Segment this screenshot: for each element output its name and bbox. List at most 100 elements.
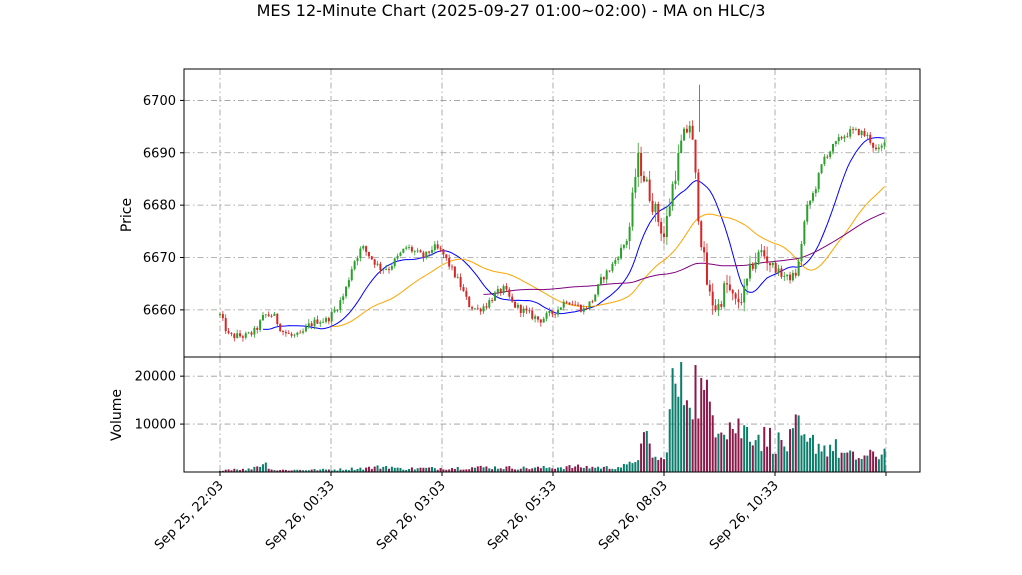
candle-body — [757, 252, 760, 263]
volume-bar — [631, 463, 634, 472]
candle-body — [336, 310, 339, 311]
candle-body — [565, 301, 568, 303]
volume-bar — [757, 434, 760, 472]
price-axis-title: Price — [119, 198, 135, 232]
volume-bar — [691, 419, 694, 472]
candle-body — [345, 286, 348, 297]
candle-body — [660, 221, 663, 234]
volume-bar — [367, 466, 370, 472]
candle-body — [333, 310, 336, 312]
price-y-tick-label: 6700 — [143, 94, 176, 109]
candle-body — [485, 306, 488, 308]
volume-bar — [247, 468, 250, 472]
volume-bar — [536, 466, 539, 472]
volume-bar — [803, 434, 806, 472]
price-y-tick-label: 6690 — [143, 146, 176, 161]
x-tick-label: Sep 26, 05:33 — [485, 478, 560, 553]
volume-bar — [279, 470, 282, 472]
candle-body — [534, 316, 537, 319]
candle-body — [453, 266, 456, 278]
candle-body — [771, 262, 774, 266]
candle-body — [531, 310, 534, 319]
volume-bar — [468, 469, 471, 472]
volume-bar — [800, 435, 803, 472]
volume-bar — [479, 465, 482, 472]
volume-bar — [634, 462, 637, 472]
volume-bar — [345, 469, 348, 472]
candle-body — [837, 137, 840, 142]
x-tick-label: Sep 26, 10:33 — [707, 478, 782, 553]
candle-body — [516, 304, 519, 308]
candle-body — [800, 243, 803, 262]
candle-body — [597, 284, 600, 295]
volume-bar — [442, 469, 445, 472]
volume-bar — [594, 467, 597, 472]
candle-body — [322, 321, 325, 323]
candle-body — [493, 292, 496, 301]
candle-body — [276, 313, 279, 325]
volume-bar — [734, 433, 737, 472]
candle-body — [370, 256, 373, 260]
candle-body — [780, 268, 783, 277]
volume-bar — [688, 407, 691, 472]
volume-bar — [557, 467, 560, 472]
volume-bar — [599, 468, 602, 472]
volume-bar — [685, 400, 688, 472]
volume-bar — [339, 468, 342, 472]
volume-bar — [703, 389, 706, 472]
candle-body — [282, 330, 285, 332]
candle-body — [786, 274, 789, 277]
volume-bar — [814, 453, 817, 472]
candle-body — [588, 301, 591, 309]
volume-bar — [740, 438, 743, 472]
candle-body — [754, 262, 757, 269]
candle-body — [740, 302, 743, 303]
candle-body — [261, 315, 264, 321]
candle-body — [422, 252, 425, 258]
candle-body — [614, 260, 617, 264]
volume-bar — [218, 470, 222, 472]
candle-body — [491, 300, 494, 302]
candle-body — [324, 318, 327, 322]
candle-body — [866, 134, 869, 136]
candle-body — [459, 277, 462, 288]
volume-bar — [883, 448, 886, 472]
candle-body — [525, 308, 528, 311]
moving-average-line — [331, 186, 885, 328]
candle-body — [599, 277, 602, 285]
volume-bar — [525, 468, 528, 472]
candle-body — [602, 277, 605, 280]
volume-bar — [465, 469, 468, 472]
volume-bar — [668, 409, 671, 472]
candle-body — [585, 308, 588, 310]
moving-average-line — [262, 137, 885, 330]
candle-body — [605, 270, 608, 280]
candle-body — [545, 313, 548, 319]
volume-bar — [287, 470, 290, 472]
volume-bar — [539, 468, 542, 472]
candle-body — [410, 247, 413, 252]
candle-body — [737, 298, 740, 303]
candle-body — [751, 263, 754, 269]
candle-body — [823, 156, 826, 165]
candle-body — [625, 240, 628, 245]
candle-body — [327, 318, 330, 322]
candle-body — [743, 285, 746, 303]
volume-bar — [768, 427, 771, 472]
candle-body — [356, 258, 359, 262]
candle-body — [665, 216, 668, 238]
volume-bar — [456, 466, 459, 472]
volume-bar — [697, 418, 700, 472]
volume-bar — [516, 469, 519, 472]
volume-bar — [794, 414, 797, 472]
candle-body — [628, 226, 631, 241]
candle-body — [860, 130, 863, 135]
candle-body — [654, 203, 657, 212]
volume-y-tick-label: 20000 — [135, 370, 176, 385]
volume-bar — [362, 469, 365, 472]
volume-bar — [571, 467, 574, 472]
volume-axis-title: Volume — [109, 389, 125, 441]
volume-bar — [743, 425, 746, 472]
candle-body — [637, 152, 640, 178]
candle-body — [221, 313, 224, 319]
